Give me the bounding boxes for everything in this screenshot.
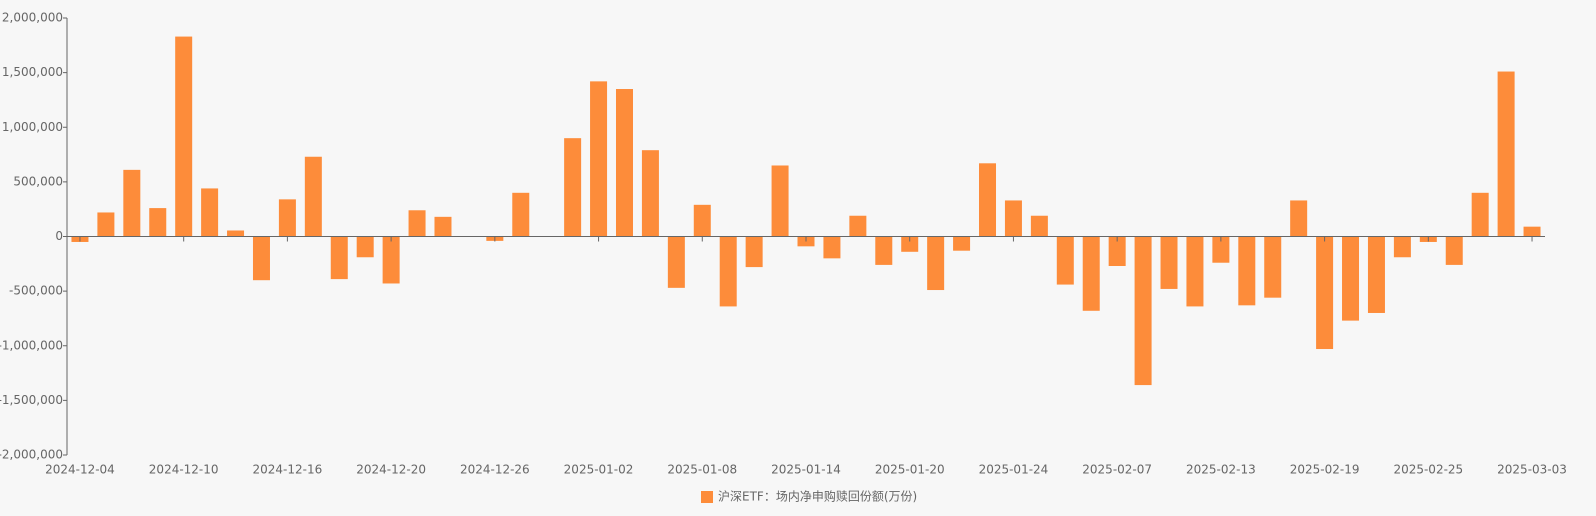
bar — [641, 150, 659, 237]
x-tick-label: 2025-01-08 — [667, 463, 737, 477]
bar — [979, 163, 997, 237]
bar — [615, 89, 633, 237]
bar — [849, 215, 867, 237]
bar — [875, 236, 893, 265]
bar — [175, 36, 193, 237]
bar — [1393, 236, 1411, 258]
x-tick-label: 2025-01-02 — [564, 463, 634, 477]
bar — [201, 188, 219, 237]
legend-label: 沪深ETF：场内净申购赎回份额(万份) — [718, 489, 917, 504]
x-tick-label: 2024-12-16 — [253, 463, 323, 477]
bar — [823, 236, 841, 259]
y-tick-label: -500,000 — [9, 284, 63, 298]
bar — [1342, 236, 1360, 321]
x-tick-label: 2025-02-25 — [1393, 463, 1463, 477]
bar — [123, 169, 141, 237]
x-tick-label: 2024-12-26 — [460, 463, 530, 477]
legend-swatch — [701, 491, 713, 503]
x-tick-label: 2025-02-07 — [1082, 463, 1152, 477]
bar — [745, 236, 763, 268]
x-tick-label: 2024-12-20 — [356, 463, 426, 477]
x-tick-label: 2025-01-14 — [771, 463, 841, 477]
bar — [1082, 236, 1100, 311]
x-tick-label: 2025-02-19 — [1290, 463, 1360, 477]
bar — [434, 216, 452, 237]
bar — [590, 81, 608, 237]
y-tick-label: 500,000 — [13, 174, 63, 188]
bar — [97, 212, 115, 237]
bar — [1160, 236, 1178, 289]
bar — [1134, 236, 1152, 386]
bar — [512, 192, 530, 237]
bar — [1471, 192, 1489, 237]
bar — [304, 156, 322, 237]
x-tick-label: 2025-03-03 — [1497, 463, 1567, 477]
y-tick-label: -1,500,000 — [0, 393, 63, 407]
bar — [1497, 71, 1515, 237]
bar — [953, 236, 971, 251]
bar — [1212, 236, 1230, 263]
y-tick-label: 0 — [55, 229, 63, 243]
y-tick-label: -1,000,000 — [0, 338, 63, 352]
bar — [771, 165, 789, 237]
y-tick-label: 2,000,000 — [2, 11, 63, 25]
x-tick-label: 2024-12-10 — [149, 463, 219, 477]
bar — [330, 236, 348, 280]
x-tick-label: 2024-12-04 — [45, 463, 115, 477]
bar — [252, 236, 270, 281]
bar — [278, 199, 296, 237]
x-tick-label: 2025-01-24 — [979, 463, 1049, 477]
bar — [382, 236, 400, 284]
bar — [1445, 236, 1463, 265]
bar — [927, 236, 945, 291]
bar — [1367, 236, 1385, 313]
bar — [1030, 215, 1048, 237]
bar — [1238, 236, 1256, 306]
x-tick-label: 2025-02-13 — [1186, 463, 1256, 477]
bar — [1004, 200, 1022, 237]
bar — [1523, 226, 1541, 237]
y-tick-label: -2,000,000 — [0, 448, 63, 462]
bar — [227, 230, 245, 237]
bar — [356, 236, 374, 258]
x-tick-label: 2025-01-20 — [875, 463, 945, 477]
bar — [901, 236, 919, 252]
bar — [408, 210, 426, 237]
bar — [719, 236, 737, 307]
bar — [1186, 236, 1204, 307]
bar — [1290, 200, 1308, 237]
bar — [1056, 236, 1074, 285]
bar — [667, 236, 685, 288]
y-tick-label: 1,500,000 — [2, 65, 63, 79]
bar — [1316, 236, 1334, 350]
y-tick-label: 1,000,000 — [2, 120, 63, 134]
bar — [149, 208, 167, 237]
bar — [693, 204, 711, 237]
bar — [1264, 236, 1282, 298]
bar — [564, 138, 582, 237]
bar — [1108, 236, 1126, 266]
